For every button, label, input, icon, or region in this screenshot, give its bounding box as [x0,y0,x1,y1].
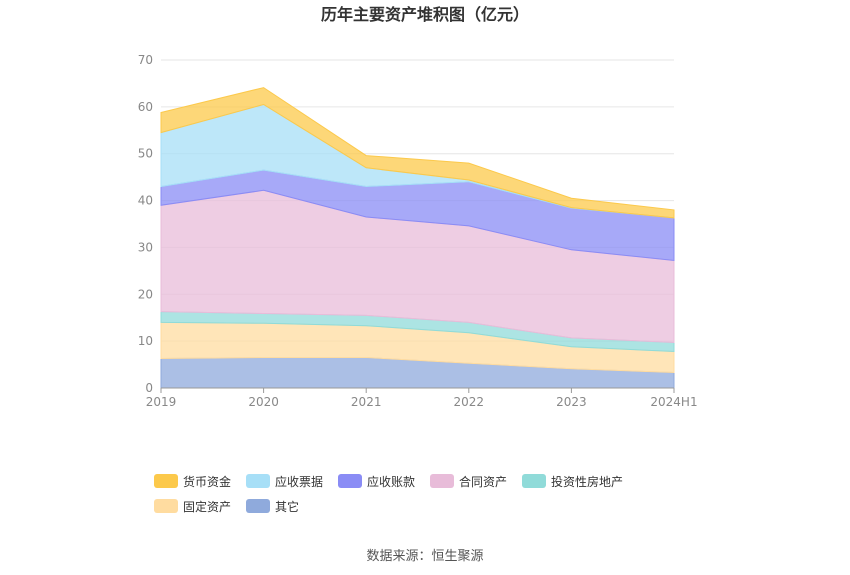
y-tick-label: 40 [138,194,153,208]
legend-label: 应收票据 [275,474,323,489]
legend-label: 货币资金 [183,474,231,489]
axes: 0 10 20 30 40 50 60 70 2019 2020 2021 2022 2023 2024H… [138,53,698,409]
chart-title: 历年主要资产堆积图（亿元） [321,5,529,24]
legend-item[interactable]: 投资性房地产 [522,474,623,489]
x-tick-label: 2020 [248,395,279,409]
y-tick-label: 20 [138,287,153,301]
legend-item[interactable]: 应收票据 [246,474,323,489]
y-tick-label: 10 [138,334,153,348]
x-tick-label: 2021 [351,395,382,409]
legend-swatch [246,499,270,513]
y-tick-label: 0 [145,381,153,395]
legend-swatch [154,474,178,488]
y-tick-label: 70 [138,53,153,67]
legend-label: 应收账款 [367,474,415,489]
plot-area [160,87,675,389]
legend-swatch [246,474,270,488]
legend-swatch [430,474,454,488]
x-tick-label: 2019 [146,395,177,409]
legend-label: 其它 [275,499,299,514]
legend-item[interactable]: 固定资产 [154,499,231,514]
x-tick-label: 2022 [454,395,485,409]
y-tick-label: 30 [138,240,153,254]
y-tick-label: 60 [138,100,153,114]
legend-item[interactable]: 货币资金 [154,474,231,489]
legend-swatch [338,474,362,488]
x-tick-label: 2024H1 [650,395,697,409]
source-note: 数据来源：恒生聚源 [366,549,483,564]
area-货币资金 [160,87,675,219]
legend-swatch [522,474,546,488]
legend-label: 投资性房地产 [551,474,623,489]
legend-swatch [154,499,178,513]
y-tick-label: 50 [138,147,153,161]
legend-item[interactable]: 合同资产 [430,474,507,489]
legend-item[interactable]: 其它 [246,499,299,514]
legend-item[interactable]: 应收账款 [338,474,415,489]
legend-label: 合同资产 [459,474,507,489]
x-tick-label: 2023 [556,395,587,409]
legend-label: 固定资产 [183,499,231,514]
